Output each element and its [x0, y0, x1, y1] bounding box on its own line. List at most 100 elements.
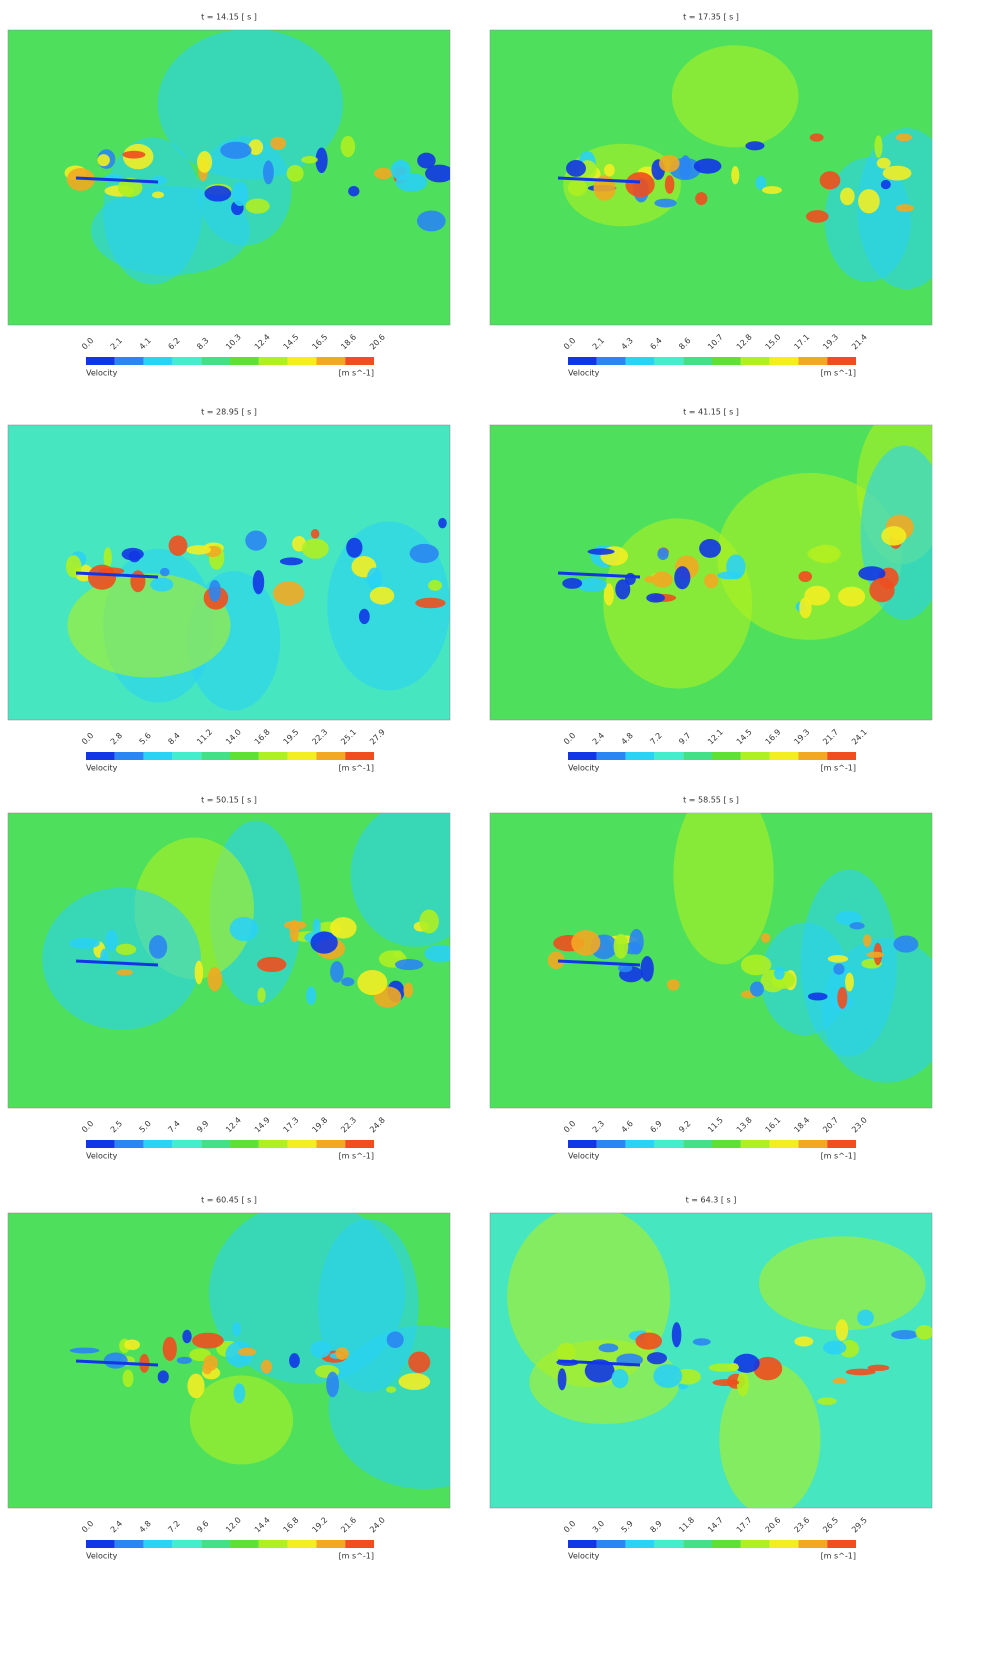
contour-blob — [838, 586, 866, 607]
contour-blob — [124, 1339, 141, 1351]
colorbar-tick-label: 0.0 — [562, 731, 577, 746]
contour-blob — [618, 964, 633, 973]
contour-blob — [896, 204, 914, 212]
wake-line — [557, 176, 641, 184]
colorbar-segment — [798, 752, 828, 760]
panel: t = 17.35 [ s ] 0.0 2.1 4.3 6.4 8.6 10.7 12.8 15… — [489, 13, 933, 378]
contour-blob — [753, 1356, 783, 1381]
colorbar-tick-label: 7.2 — [648, 731, 663, 746]
contour-blob — [159, 567, 170, 577]
contour-blob — [358, 608, 370, 625]
contour-blob — [69, 937, 100, 949]
contour-blob — [915, 1324, 932, 1340]
contour-blob — [762, 186, 782, 195]
contour-blob — [584, 1359, 615, 1383]
colorbar-unit: [m s^-1] — [339, 1552, 374, 1561]
contour-blob — [760, 932, 771, 943]
colorbar-segment — [740, 1540, 770, 1548]
colorbar-segment — [86, 752, 115, 760]
contour-blob — [646, 1352, 668, 1365]
colorbar-segment — [201, 1140, 230, 1148]
panel: t = 14.15 [ s ] 0.0 2.1 4.1 6.2 8.3 10.3 12.4 14… — [7, 13, 451, 378]
colorbar-tick-label: 6.4 — [648, 336, 663, 351]
contour-blob — [671, 1322, 682, 1348]
contour-blob — [220, 141, 252, 159]
panel-title: t = 50.15 [ s ] — [201, 796, 257, 805]
colorbar-segment — [86, 1140, 115, 1148]
contour-blob — [415, 597, 446, 609]
contour-blob — [366, 567, 383, 590]
colorbar-tick-label: 14.5 — [735, 727, 754, 746]
contour-region — [719, 1362, 821, 1508]
contour-blob — [176, 1356, 192, 1365]
contour-blob — [262, 160, 274, 185]
colorbar-segment — [172, 752, 202, 760]
contour-blob — [252, 570, 265, 595]
contour-blob — [115, 943, 137, 955]
contour-region — [671, 45, 799, 148]
contour-blob — [152, 191, 165, 199]
contour-blob — [204, 185, 232, 202]
contour-blob — [157, 1370, 169, 1384]
colorbar-tick-label: 19.8 — [310, 1115, 329, 1134]
colorbar-unit: [m s^-1] — [821, 1152, 856, 1161]
colorbar-segment — [769, 1540, 799, 1548]
colorbar-tick-label: 17.1 — [792, 332, 811, 351]
colorbar-tick-label: 2.5 — [109, 1119, 124, 1134]
colorbar-tick-label: 0.0 — [80, 336, 95, 351]
colorbar-segment — [345, 752, 374, 760]
panel-title: t = 64.3 [ s ] — [686, 1196, 737, 1205]
colorbar-segment — [345, 1540, 374, 1548]
contour-blob — [798, 571, 813, 582]
contour-blob — [817, 1397, 837, 1405]
contour-blob — [664, 175, 675, 194]
contour-region — [760, 922, 849, 1036]
contour-blob — [403, 982, 414, 998]
contour-blob — [562, 577, 583, 589]
colorbar-segment — [568, 357, 597, 365]
contour-blob — [733, 1353, 760, 1373]
contour-blob — [122, 150, 146, 159]
colorbar-tick-label: 16.9 — [764, 727, 783, 746]
contour-blob — [310, 1340, 331, 1358]
contour-blob — [270, 136, 287, 150]
colorbar-tick-label: 5.0 — [138, 1119, 153, 1134]
contour-blob — [749, 981, 764, 997]
colorbar-segment — [596, 1140, 626, 1148]
colorbar-tick-label: 19.3 — [792, 727, 811, 746]
contour-blob — [804, 585, 831, 606]
colorbar-tick-label: 22.3 — [310, 727, 329, 746]
colorbar-tick-label: 0.0 — [80, 1119, 95, 1134]
colorbar-tick-label: 19.3 — [821, 332, 840, 351]
colorbar-tick-label: 0.0 — [562, 1119, 577, 1134]
contour-blob — [876, 157, 891, 169]
colorbar-tick-label: 11.5 — [706, 1115, 725, 1134]
contour-blob — [310, 931, 338, 954]
colorbar-segment — [683, 1540, 712, 1548]
contour-blob — [168, 535, 188, 556]
colorbar-tick-label: 14.5 — [282, 332, 301, 351]
colorbar-segment — [625, 1140, 655, 1148]
contour-blob — [289, 919, 300, 943]
colorbar-segment — [287, 357, 317, 365]
colorbar-tick-label: 16.5 — [310, 332, 329, 351]
panel: t = 64.3 [ s ] 0.0 3.0 5.9 8.9 11.8 14.7 17.7 20… — [489, 1196, 933, 1561]
contour-blob — [348, 185, 360, 197]
colorbar-tick-label: 15.0 — [764, 332, 783, 351]
contours — [557, 45, 932, 290]
colorbar-segment — [287, 1140, 317, 1148]
colorbar-tick-label: 16.1 — [764, 1115, 783, 1134]
contour-blob — [186, 545, 212, 555]
contour-blob — [653, 1364, 683, 1388]
colorbar-segment — [316, 1540, 346, 1548]
colorbar-label: Velocity — [86, 764, 118, 773]
colorbar-segment — [201, 1540, 230, 1548]
colorbar-label: Velocity — [86, 1152, 118, 1161]
colorbar-tick-label: 2.8 — [109, 731, 124, 746]
colorbar-tick-label: 21.4 — [850, 332, 869, 351]
colorbar-segment — [172, 1540, 202, 1548]
colorbar-segment — [114, 357, 144, 365]
colorbar-segment — [143, 752, 173, 760]
colorbar-segment — [568, 752, 597, 760]
contour-blob — [238, 1347, 257, 1357]
